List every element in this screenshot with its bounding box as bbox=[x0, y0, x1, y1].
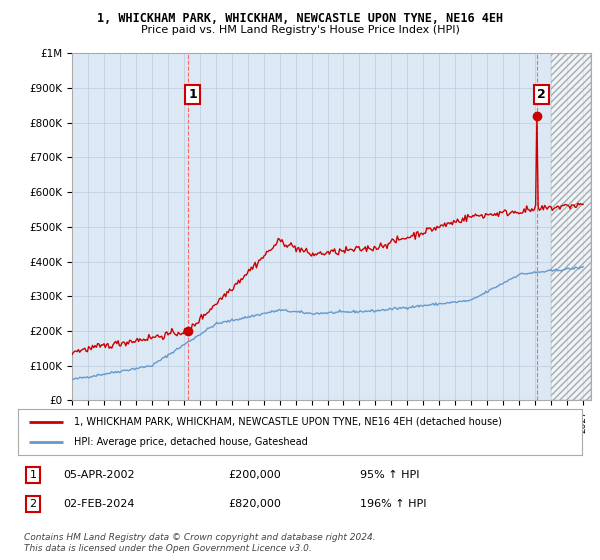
Text: 196% ↑ HPI: 196% ↑ HPI bbox=[360, 499, 427, 509]
Text: Contains HM Land Registry data © Crown copyright and database right 2024.
This d: Contains HM Land Registry data © Crown c… bbox=[24, 533, 376, 553]
Text: 2: 2 bbox=[537, 88, 546, 101]
Text: 1: 1 bbox=[188, 88, 197, 101]
Text: 1: 1 bbox=[29, 470, 37, 480]
Text: £200,000: £200,000 bbox=[228, 470, 281, 480]
Text: 2: 2 bbox=[29, 499, 37, 509]
Text: 1, WHICKHAM PARK, WHICKHAM, NEWCASTLE UPON TYNE, NE16 4EH (detached house): 1, WHICKHAM PARK, WHICKHAM, NEWCASTLE UP… bbox=[74, 417, 502, 427]
Bar bbox=[551, 53, 591, 400]
Text: HPI: Average price, detached house, Gateshead: HPI: Average price, detached house, Gate… bbox=[74, 437, 308, 447]
Text: 1, WHICKHAM PARK, WHICKHAM, NEWCASTLE UPON TYNE, NE16 4EH: 1, WHICKHAM PARK, WHICKHAM, NEWCASTLE UP… bbox=[97, 12, 503, 25]
Text: 95% ↑ HPI: 95% ↑ HPI bbox=[360, 470, 419, 480]
Text: 05-APR-2002: 05-APR-2002 bbox=[63, 470, 134, 480]
Text: £820,000: £820,000 bbox=[228, 499, 281, 509]
Bar bbox=[551, 53, 591, 400]
Text: 02-FEB-2024: 02-FEB-2024 bbox=[63, 499, 134, 509]
Text: Price paid vs. HM Land Registry's House Price Index (HPI): Price paid vs. HM Land Registry's House … bbox=[140, 25, 460, 35]
